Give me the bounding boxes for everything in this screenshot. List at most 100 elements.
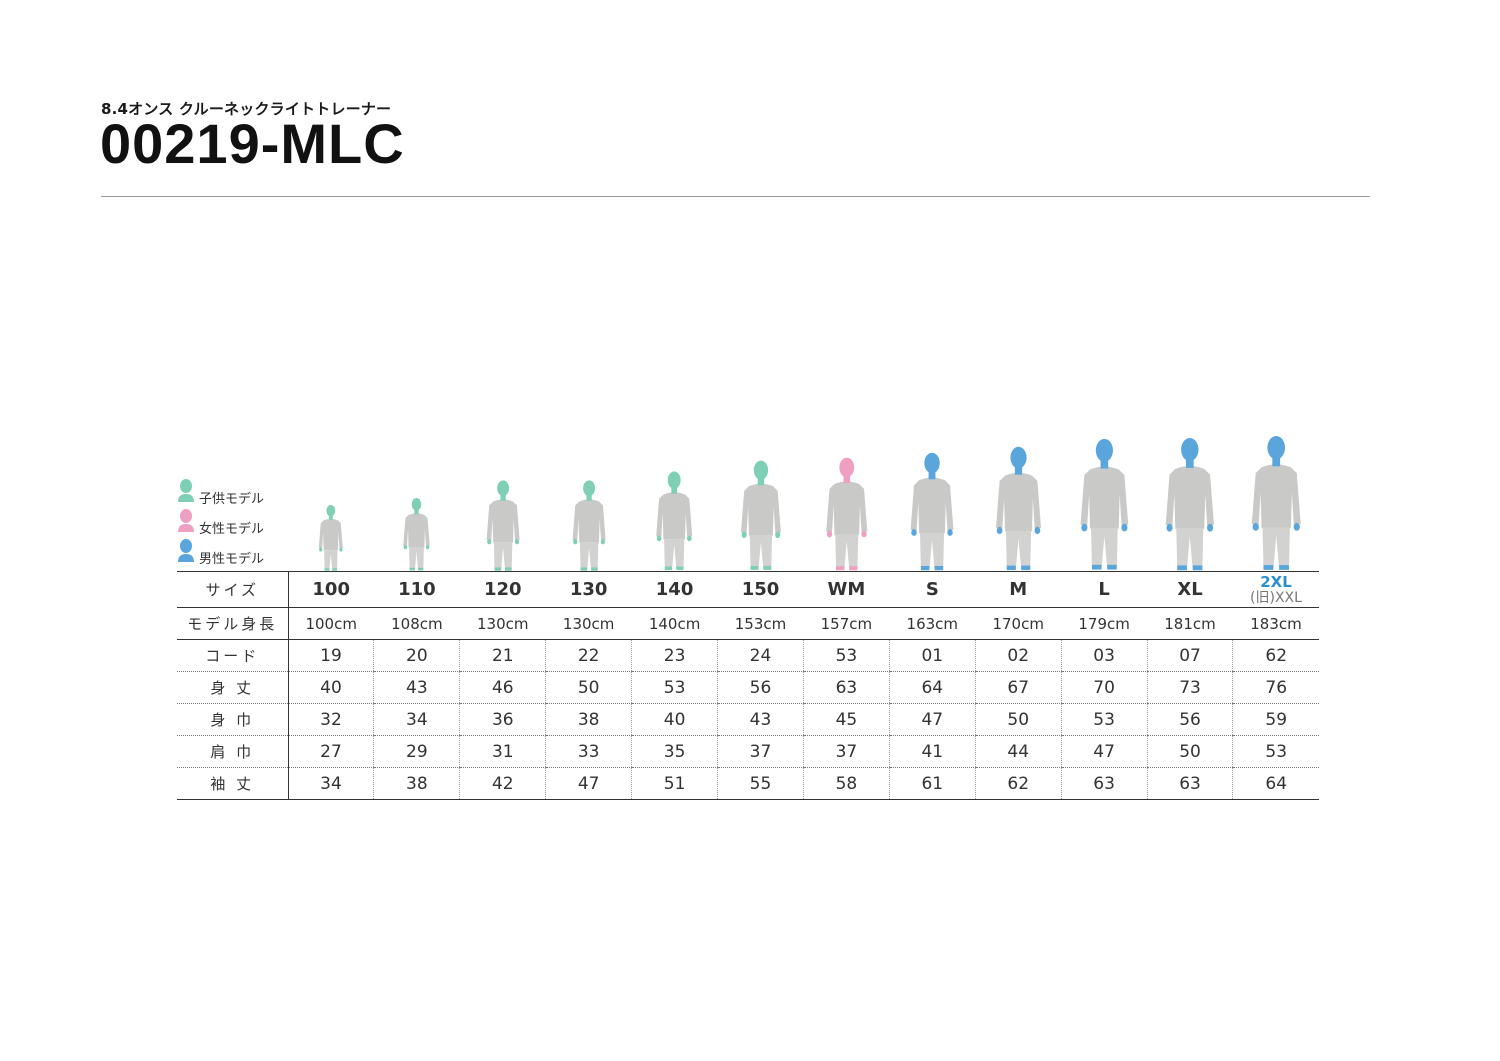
width-cell: 45	[802, 703, 890, 736]
header-divider	[101, 196, 1370, 197]
height-cell: 183cm	[1232, 607, 1319, 640]
kid-model-icon	[178, 479, 194, 502]
height-cell: 130cm	[459, 607, 546, 640]
sleeve-cell: 47	[545, 767, 632, 800]
sleeve-cell: 63	[1060, 767, 1148, 800]
length-row: 身 丈 40 43 46 50 53 56 63 64 67 70 73 76	[177, 671, 1319, 704]
legend-label: 男性モデル	[199, 552, 265, 567]
shoulder-cell: 53	[1232, 735, 1319, 768]
code-cell: 19	[288, 639, 374, 672]
product-subtitle: 8.4オンス クルーネックライトトレーナー	[101, 100, 392, 118]
model-figure-2xl	[1251, 436, 1301, 571]
code-cell: 62	[1232, 639, 1319, 672]
row-label-length: 身 丈	[177, 671, 289, 704]
model-figure-m	[995, 446, 1041, 571]
size-cell: S	[889, 571, 976, 608]
man-model-icon	[178, 539, 194, 562]
height-cell: 179cm	[1061, 607, 1148, 640]
size-cell: 100	[288, 571, 374, 608]
sleeve-cell: 34	[288, 767, 374, 800]
width-cell: 47	[888, 703, 976, 736]
length-cell: 46	[459, 671, 546, 704]
model-figure-100	[318, 504, 343, 571]
length-cell: 73	[1146, 671, 1233, 704]
height-cell: 100cm	[288, 607, 374, 640]
row-label-shoulder: 肩 巾	[177, 735, 289, 768]
shoulder-cell: 27	[288, 735, 374, 768]
shoulder-cell: 35	[631, 735, 718, 768]
shoulder-cell: 50	[1146, 735, 1233, 768]
row-label-size: サイズ	[177, 571, 289, 608]
code-cell: 24	[717, 639, 804, 672]
size-cell: WM	[803, 571, 890, 608]
height-cell: 130cm	[545, 607, 632, 640]
shoulder-cell: 41	[888, 735, 976, 768]
width-cell: 38	[545, 703, 632, 736]
model-figure-110	[403, 498, 431, 571]
height-cell: 108cm	[373, 607, 460, 640]
sleeve-cell: 42	[459, 767, 546, 800]
shoulder-cell: 37	[802, 735, 890, 768]
code-cell: 21	[459, 639, 546, 672]
code-cell: 02	[974, 639, 1062, 672]
size-chart-table: サイズ 100 110 120 130 140 150 WM S M L XL 2XL (旧)XXL モ…	[177, 571, 1319, 800]
shoulder-row: 肩 巾 27 29 31 33 35 37 37 41 44 47 50 53	[177, 735, 1319, 768]
legend-label: 子供モデル	[199, 492, 265, 507]
height-cell: 153cm	[717, 607, 804, 640]
code-cell: 22	[545, 639, 632, 672]
width-cell: 59	[1232, 703, 1319, 736]
length-cell: 67	[974, 671, 1062, 704]
length-cell: 40	[288, 671, 374, 704]
code-cell: 53	[802, 639, 890, 672]
model-figure-l	[1080, 439, 1128, 571]
size-cell: M	[975, 571, 1062, 608]
model-figure-120	[486, 479, 520, 571]
size-cell: 130	[545, 571, 632, 608]
width-cell: 40	[631, 703, 718, 736]
row-label-width: 身 巾	[177, 703, 289, 736]
sleeve-cell: 55	[717, 767, 804, 800]
model-figure-130	[572, 479, 606, 571]
model-height-row: モデル身長 100cm 108cm 130cm 130cm 140cm 153cm 157c…	[177, 607, 1319, 640]
size-cell: XL	[1147, 571, 1233, 608]
length-cell: 56	[717, 671, 804, 704]
width-row: 身 巾 32 34 36 38 40 43 45 47 50 53 56 59	[177, 703, 1319, 736]
sleeve-cell: 51	[631, 767, 718, 800]
shoulder-cell: 31	[459, 735, 546, 768]
length-cell: 50	[545, 671, 632, 704]
woman-model-icon	[178, 509, 194, 532]
code-row: コード 19 20 21 22 23 24 53 01 02 03 07 62	[177, 639, 1319, 672]
width-cell: 56	[1146, 703, 1233, 736]
size-row: サイズ 100 110 120 130 140 150 WM S M L XL 2XL (旧)XXL	[177, 571, 1319, 608]
length-cell: 43	[373, 671, 460, 704]
length-cell: 64	[888, 671, 976, 704]
row-label-code: コード	[177, 639, 289, 672]
legend-item-woman: 女性モデル	[177, 508, 297, 537]
width-cell: 43	[717, 703, 804, 736]
sleeve-row: 袖 丈 34 38 42 47 51 55 58 61 62 63 63 64	[177, 767, 1319, 800]
height-cell: 140cm	[631, 607, 718, 640]
sleeve-cell: 38	[373, 767, 460, 800]
code-cell: 07	[1146, 639, 1233, 672]
legend-item-man: 男性モデル	[177, 538, 297, 567]
old-size-label: (旧)XXL	[1250, 589, 1302, 606]
shoulder-cell: 33	[545, 735, 632, 768]
length-cell: 63	[802, 671, 890, 704]
width-cell: 34	[373, 703, 460, 736]
width-cell: 53	[1060, 703, 1148, 736]
height-cell: 181cm	[1147, 607, 1233, 640]
sleeve-cell: 62	[974, 767, 1062, 800]
code-cell: 23	[631, 639, 718, 672]
model-figure-150	[740, 460, 781, 571]
size-cell: 150	[717, 571, 804, 608]
width-cell: 36	[459, 703, 546, 736]
model-figure-s	[910, 452, 954, 571]
height-cell: 163cm	[889, 607, 976, 640]
size-cell: 140	[631, 571, 718, 608]
shoulder-cell: 29	[373, 735, 460, 768]
size-cell: 110	[373, 571, 460, 608]
height-cell: 157cm	[803, 607, 890, 640]
model-figure-wm	[825, 457, 867, 571]
length-cell: 53	[631, 671, 718, 704]
code-cell: 01	[888, 639, 976, 672]
